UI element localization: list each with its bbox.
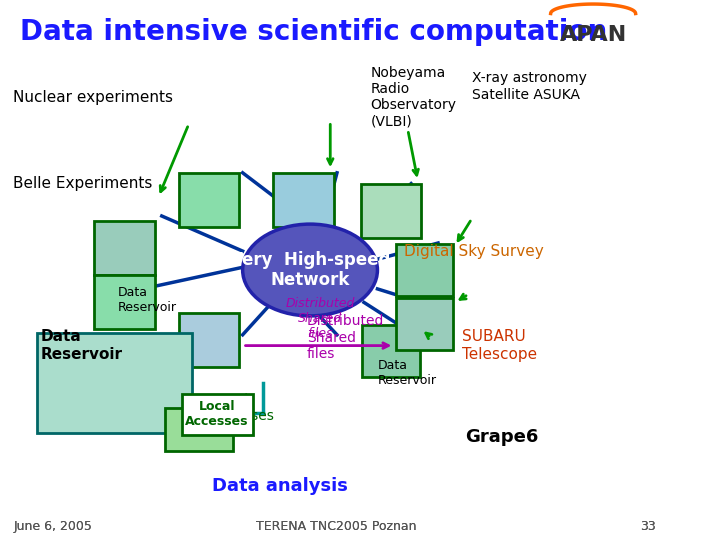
Text: SUBARU
Telescope: SUBARU Telescope xyxy=(462,329,537,362)
FancyBboxPatch shape xyxy=(179,173,239,227)
Text: June 6, 2005: June 6, 2005 xyxy=(14,520,92,533)
FancyBboxPatch shape xyxy=(182,394,253,435)
Text: Data
Reservoir: Data Reservoir xyxy=(40,329,122,362)
Ellipse shape xyxy=(243,224,377,316)
FancyBboxPatch shape xyxy=(94,221,155,275)
Text: Nuclear experiments: Nuclear experiments xyxy=(14,90,174,105)
FancyBboxPatch shape xyxy=(94,275,155,329)
Text: APAN: APAN xyxy=(559,25,626,45)
Text: 33: 33 xyxy=(640,520,656,533)
Text: Grape6: Grape6 xyxy=(465,428,539,447)
Text: Data analysis: Data analysis xyxy=(212,477,348,495)
Text: Belle Experiments: Belle Experiments xyxy=(14,176,153,191)
Text: Local
Accesses: Local Accesses xyxy=(185,401,249,428)
Text: Data
Reservoir: Data Reservoir xyxy=(118,286,177,314)
FancyBboxPatch shape xyxy=(179,313,239,367)
Text: Data intensive scientific computation: Data intensive scientific computation xyxy=(20,18,608,46)
Text: X-ray astronomy
Satellite ASUKA: X-ray astronomy Satellite ASUKA xyxy=(472,71,587,102)
Text: Local
Accesses: Local Accesses xyxy=(212,393,275,423)
FancyBboxPatch shape xyxy=(362,325,420,377)
FancyBboxPatch shape xyxy=(396,298,454,350)
Text: Very  High-speed
Network: Very High-speed Network xyxy=(230,251,390,289)
Text: Distributed
Shared
files: Distributed Shared files xyxy=(307,314,384,361)
Text: June 6, 2005: June 6, 2005 xyxy=(14,520,92,533)
FancyBboxPatch shape xyxy=(165,408,233,451)
Text: Digital Sky Survey: Digital Sky Survey xyxy=(405,244,544,259)
FancyBboxPatch shape xyxy=(361,184,421,238)
FancyBboxPatch shape xyxy=(37,333,192,433)
Text: TERENA TNC2005 Poznan: TERENA TNC2005 Poznan xyxy=(256,520,417,533)
Text: TERENA TNC2005 Poznan: TERENA TNC2005 Poznan xyxy=(256,520,417,533)
FancyBboxPatch shape xyxy=(273,173,333,227)
FancyBboxPatch shape xyxy=(396,244,454,296)
Text: Nobeyama
Radio
Observatory
(VLBI): Nobeyama Radio Observatory (VLBI) xyxy=(371,66,456,129)
Text: 33: 33 xyxy=(640,520,656,533)
Text: Distributed
Shared
files: Distributed Shared files xyxy=(285,297,355,340)
Text: Data
Reservoir: Data Reservoir xyxy=(377,359,436,387)
